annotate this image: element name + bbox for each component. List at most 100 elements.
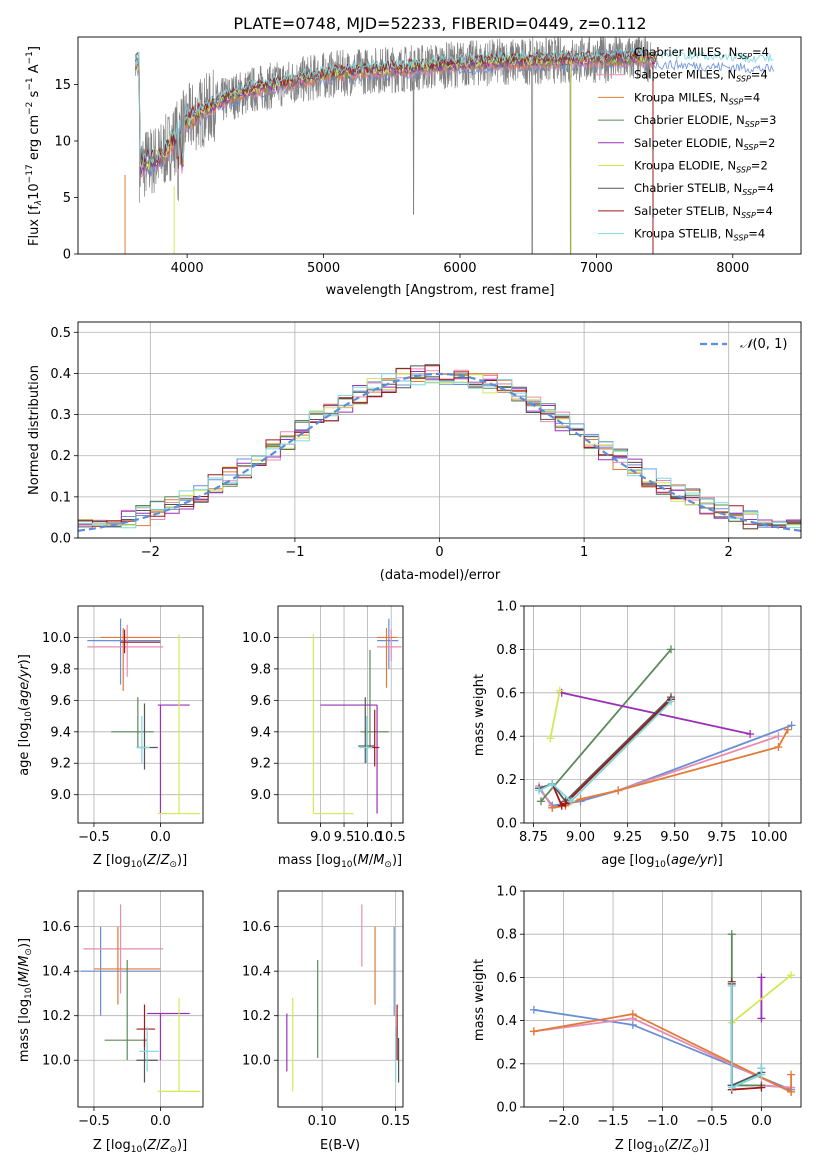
y-tick-label: 5 [63, 191, 71, 206]
spectrum-model-line [134, 46, 774, 169]
y-tick-label: 9.6 [50, 694, 71, 709]
weight-line [533, 1013, 792, 1094]
plot-area-z-age [78, 606, 203, 823]
weight-line [540, 648, 672, 802]
x-tick-label: 9.50 [660, 830, 689, 845]
plot-area-spectrum [124, 37, 775, 254]
x-tick-label: −1.5 [597, 1114, 629, 1129]
y-tick-label: 10.0 [242, 1054, 271, 1069]
legend-entry: Chabrier STELIB, NSSP=4 [634, 181, 774, 197]
y-tick-label: 0.0 [50, 532, 71, 547]
y-axis-label: Normed distribution [27, 365, 42, 495]
y-tick-label: 10.2 [242, 1009, 271, 1024]
plot-area-z-mass [78, 891, 203, 1107]
y-tick-label: 9.8 [50, 662, 71, 677]
axes-residuals: −2 −1 0 1 2 0.0 0.1 0.2 0.3 0.4 0.5 𝒩(0, 1) (data-mo… [27, 321, 802, 583]
y-tick-label: 1.0 [496, 600, 517, 615]
y-tick-label: 0.8 [496, 643, 517, 658]
y-tick-label: 0.6 [496, 686, 517, 701]
axes-spectrum: 4000 5000 6000 7000 8000 0 5 10 15 Chabrier MILES… [25, 36, 802, 298]
axes-frame [523, 605, 802, 824]
y-tick-label: 9.2 [250, 757, 271, 772]
y-tick-label: 10.0 [242, 631, 271, 646]
x-tick-label: 0.0 [150, 830, 171, 845]
y-tick-label: 9.4 [50, 725, 71, 740]
x-axis-label: E(B-V) [320, 1138, 360, 1153]
plot-area-residuals [78, 322, 801, 538]
y-tick-label: 0.0 [496, 1101, 517, 1116]
x-tick-label: 8000 [716, 261, 749, 276]
x-tick-label: 8.75 [519, 830, 548, 845]
weight-line [731, 974, 792, 1024]
y-tick-label: 0.6 [496, 971, 517, 986]
axes-frame [77, 605, 204, 824]
x-tick-label: 4000 [171, 261, 204, 276]
x-tick-label: 10.0 [353, 830, 382, 845]
axes-frame [523, 890, 802, 1108]
y-tick-label: 0.4 [50, 367, 71, 382]
weight-line [549, 690, 561, 739]
y-tick-label: 9.8 [250, 662, 271, 677]
x-tick-label: 0 [435, 545, 443, 560]
spectrum-data-line [139, 37, 652, 254]
y-tick-label: 10.4 [42, 965, 71, 980]
y-tick-label: 10.4 [242, 965, 271, 980]
y-tick-label: 0.4 [496, 1014, 517, 1029]
y-tick-label: 10.6 [42, 920, 71, 935]
x-axis-label: age [log10(age/yr)] [601, 853, 723, 870]
weight-line [538, 696, 672, 803]
x-tick-label: 5000 [307, 261, 340, 276]
x-tick-label: −0.5 [78, 830, 110, 845]
y-axis-label: Flux [fλ10−17 erg cm−2 s−1 A−1] [25, 46, 44, 246]
histogram-steps [78, 365, 801, 528]
x-tick-label: 2 [725, 545, 733, 560]
weight-line [538, 700, 672, 803]
y-tick-label: 0.4 [496, 730, 517, 745]
histogram-steps [78, 373, 801, 529]
x-tick-label: 9.0 [310, 830, 331, 845]
y-tick-label: 0 [63, 248, 71, 263]
y-tick-label: 0.1 [50, 490, 71, 505]
y-tick-label: 10.0 [42, 631, 71, 646]
x-tick-label: −2 [141, 545, 160, 560]
axes-frame [277, 890, 404, 1108]
y-tick-label: 0.2 [496, 773, 517, 788]
x-tick-label: −2.0 [548, 1114, 580, 1129]
y-axis-label: mass weight [472, 674, 487, 756]
axes-frame [277, 605, 404, 824]
x-tick-label: 10.5 [377, 830, 406, 845]
y-tick-label: 1.0 [496, 885, 517, 900]
plot-area-mass-age [278, 606, 403, 823]
x-tick-label: 7000 [580, 261, 613, 276]
y-tick-label: 10.6 [242, 920, 271, 935]
axes-ebv-mass: 0.10 0.15 10.0 10.2 10.4 10.6 E(B-V) [242, 890, 410, 1153]
x-tick-label: 9.5 [334, 830, 355, 845]
x-axis-label: mass [log10(M/M⊙)] [278, 853, 402, 870]
weight-line [551, 698, 672, 807]
x-axis-label: Z [log10(Z/Z⊙)] [93, 1138, 187, 1155]
y-tick-label: 10 [54, 134, 71, 149]
legend-entry: Chabrier MILES, NSSP=4 [634, 45, 769, 61]
y-tick-label: 9.6 [250, 694, 271, 709]
x-tick-label: −0.5 [78, 1114, 110, 1129]
x-tick-label: 9.00 [566, 830, 595, 845]
x-tick-label: −1.0 [647, 1114, 679, 1129]
axes-z-age: −0.5 0.0 9.0 9.2 9.4 9.6 9.8 10.0 Z [log10(Z/Z⊙)… [17, 605, 204, 870]
y-axis-label: age [log10(age/yr)] [17, 654, 34, 776]
legend-entry: Salpeter STELIB, NSSP=4 [634, 204, 773, 220]
y-tick-label: 10.0 [42, 1054, 71, 1069]
axes-age-weight: 8.75 9.00 9.25 9.50 9.75 10.00 0.0 0.2 0.4 0.6 0.8… [472, 600, 802, 870]
y-tick-label: 10.2 [42, 1009, 71, 1024]
x-tick-label: 0.10 [308, 1114, 337, 1129]
x-tick-label: 9.25 [613, 830, 642, 845]
x-tick-label: 0.15 [381, 1114, 410, 1129]
x-axis-label: (data-model)/error [380, 568, 501, 583]
y-tick-label: 0.3 [50, 408, 71, 423]
gaussian-curve [78, 372, 801, 532]
y-tick-label: 0.2 [50, 449, 71, 464]
x-axis-label: wavelength [Angstrom, rest frame] [326, 283, 555, 298]
weight-line [552, 729, 789, 809]
legend-entry: Kroupa MILES, NSSP=4 [634, 90, 760, 106]
y-tick-label: 0.8 [496, 928, 517, 943]
